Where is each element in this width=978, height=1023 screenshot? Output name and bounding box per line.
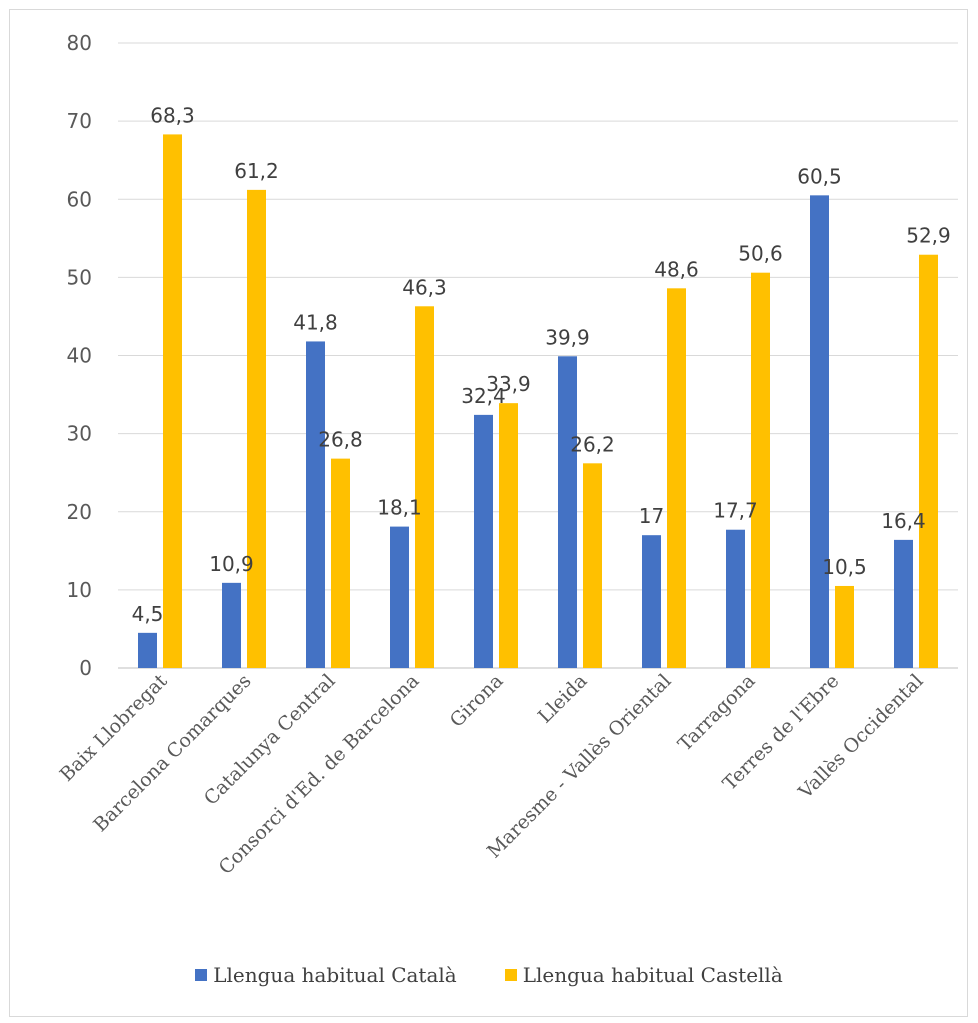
data-label: 46,3 — [402, 275, 447, 299]
bar-series-2 — [583, 463, 602, 668]
y-tick-label: 10 — [67, 578, 92, 602]
y-tick-label: 40 — [67, 344, 92, 368]
bar-series-1 — [642, 535, 661, 668]
bar-series-1 — [810, 195, 829, 668]
legend-item-series-1: Llengua habitual Català — [195, 963, 457, 987]
bar-series-2 — [415, 306, 434, 668]
bar-series-2 — [835, 585, 854, 668]
data-labels: 4,5 68,3 10,9 61,2 41,8 26,8 18,1 46,3 32,433,9 3… — [132, 103, 951, 625]
data-label: 41,8 — [293, 310, 338, 334]
bar-series-2 — [667, 288, 686, 668]
x-tick-label: Girona — [446, 670, 508, 732]
bar-series-2 — [499, 403, 518, 668]
bars — [138, 134, 938, 668]
data-label: 61,2 — [234, 159, 279, 183]
data-label: 48,6 — [654, 257, 699, 281]
data-label: 17,7 — [713, 499, 758, 523]
y-tick-label: 80 — [67, 31, 92, 55]
legend: Llengua habitual Català Llengua habitual… — [0, 963, 978, 987]
data-label: 26,2 — [570, 432, 615, 456]
legend-swatch-series-2 — [504, 969, 517, 981]
y-tick-label: 70 — [67, 109, 92, 133]
data-label: 52,9 — [906, 224, 951, 248]
bar-series-1 — [726, 529, 745, 668]
legend-label-series-2: Llengua habitual Castellà — [522, 963, 783, 987]
x-tick-label: Maresme - Vallès Oriental — [483, 670, 676, 863]
data-label: 18,1 — [377, 496, 422, 520]
legend-swatch-series-1 — [195, 969, 208, 981]
legend-label-series-1: Llengua habitual Català — [213, 963, 457, 987]
bar-series-2 — [751, 272, 770, 668]
x-tick-label: Barcelona Comarques — [89, 670, 255, 836]
y-tick-label: 30 — [67, 422, 92, 446]
bar-series-2 — [919, 254, 938, 668]
data-label: 39,9 — [545, 325, 590, 349]
y-tick-label: 60 — [67, 187, 92, 211]
data-label: 16,4 — [881, 509, 926, 533]
x-tick-label: Tarragona — [674, 670, 760, 756]
y-axis-ticks: 0 10 20 30 40 50 60 70 80 — [67, 31, 92, 680]
bar-series-2 — [247, 189, 266, 668]
data-label: 33,9 — [486, 372, 531, 396]
data-label: 50,6 — [738, 242, 783, 266]
bar-series-1 — [558, 356, 577, 668]
data-label: 17 — [639, 504, 664, 528]
bar-series-1 — [222, 582, 241, 668]
legend-item-series-2: Llengua habitual Castellà — [504, 963, 783, 987]
bar-series-1 — [894, 539, 913, 668]
data-label: 26,8 — [318, 428, 363, 452]
data-label: 60,5 — [797, 164, 842, 188]
bar-series-1 — [474, 414, 493, 668]
data-label: 4,5 — [132, 602, 164, 626]
y-tick-label: 20 — [67, 500, 92, 524]
data-label: 10,9 — [209, 552, 254, 576]
y-tick-label: 0 — [79, 656, 92, 680]
bar-series-1 — [390, 526, 409, 668]
bar-series-1 — [138, 632, 157, 668]
data-label: 10,5 — [822, 555, 867, 579]
bar-series-2 — [163, 134, 182, 668]
x-tick-label: Lleida — [534, 670, 592, 728]
bar-series-1 — [306, 341, 325, 668]
bar-series-2 — [331, 458, 350, 668]
data-label: 32,4 — [461, 384, 506, 408]
data-label: 68,3 — [150, 103, 195, 127]
y-tick-label: 50 — [67, 265, 92, 289]
